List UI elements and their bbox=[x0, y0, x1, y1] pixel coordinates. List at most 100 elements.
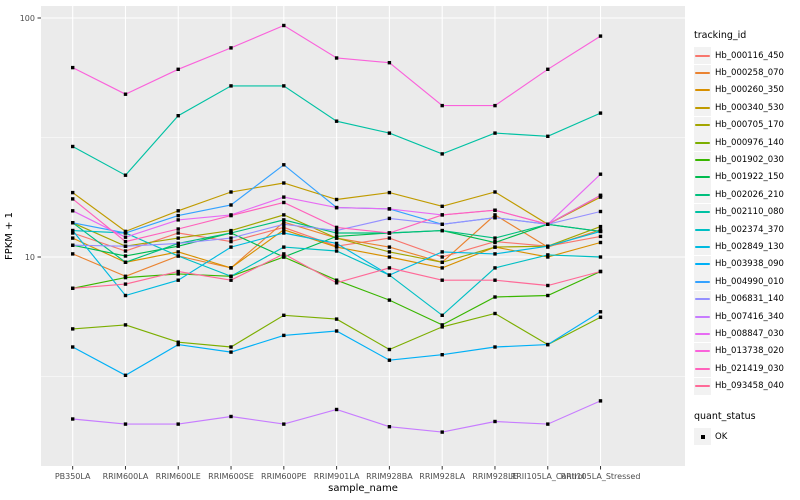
legend-swatch-line bbox=[695, 332, 710, 335]
legend-key bbox=[694, 64, 711, 82]
legend-key bbox=[694, 377, 711, 395]
data-point bbox=[229, 228, 233, 233]
x-tick-label: RRIM928BA bbox=[366, 472, 413, 481]
legend-swatch-line bbox=[695, 211, 710, 214]
legend-swatch-line bbox=[695, 159, 710, 162]
legend-key bbox=[694, 221, 711, 239]
legend-item-Hb_013738_020: Hb_013738_020 bbox=[694, 342, 800, 360]
legend-item-Hb_000260_350: Hb_000260_350 bbox=[694, 81, 800, 99]
legend-key bbox=[694, 360, 711, 378]
legend-item-Hb_000976_140: Hb_000976_140 bbox=[694, 134, 800, 152]
data-point bbox=[334, 249, 339, 253]
data-point bbox=[440, 103, 444, 108]
legend-key bbox=[694, 81, 711, 99]
legend-label: Hb_000976_140 bbox=[715, 137, 784, 148]
data-point bbox=[334, 205, 339, 210]
data-point bbox=[123, 422, 128, 426]
data-point bbox=[282, 255, 286, 259]
legend-key bbox=[694, 428, 711, 445]
data-point bbox=[334, 281, 339, 285]
data-point bbox=[598, 209, 603, 214]
data-point bbox=[71, 236, 75, 240]
data-point bbox=[123, 254, 128, 258]
data-point bbox=[598, 234, 603, 239]
data-point bbox=[387, 190, 392, 195]
legend-item-Hb_000340_530: Hb_000340_530 bbox=[694, 99, 800, 117]
data-point bbox=[176, 213, 180, 218]
data-point bbox=[176, 114, 180, 118]
legend-label: Hb_093458_040 bbox=[715, 381, 784, 392]
legend-swatch-line bbox=[695, 106, 710, 109]
data-point bbox=[282, 222, 286, 226]
data-point bbox=[440, 255, 444, 259]
legend-key bbox=[694, 325, 711, 343]
data-point bbox=[440, 278, 444, 282]
data-point bbox=[334, 245, 339, 249]
data-point bbox=[387, 273, 392, 277]
data-point bbox=[440, 152, 444, 156]
legend-item-Hb_002374_370: Hb_002374_370 bbox=[694, 221, 800, 239]
data-point bbox=[282, 252, 286, 256]
legend-items-tracking-id: Hb_000116_450 Hb_000258_070 Hb_000260_350 H… bbox=[694, 47, 800, 395]
legend-swatch-line bbox=[695, 141, 710, 144]
legend-item-Hb_008847_030: Hb_008847_030 bbox=[694, 325, 800, 343]
data-point bbox=[387, 250, 392, 254]
x-tick-label: RRII105LA_Control bbox=[511, 472, 585, 481]
data-point bbox=[229, 84, 233, 88]
legend-item-Hb_002110_080: Hb_002110_080 bbox=[694, 203, 800, 221]
data-point bbox=[229, 203, 233, 207]
data-point bbox=[282, 23, 286, 28]
legend-label: Hb_000116_450 bbox=[715, 50, 784, 61]
data-point bbox=[229, 46, 233, 50]
data-point bbox=[387, 358, 392, 362]
data-point bbox=[123, 323, 128, 327]
legend-item-Hb_007416_340: Hb_007416_340 bbox=[694, 308, 800, 326]
data-point bbox=[334, 225, 339, 230]
data-point bbox=[598, 399, 603, 403]
data-point bbox=[493, 236, 497, 240]
data-point bbox=[440, 228, 444, 233]
data-point bbox=[282, 225, 286, 230]
legend-key bbox=[694, 47, 711, 65]
data-point bbox=[440, 204, 444, 208]
data-point bbox=[176, 254, 180, 258]
legend-label: Hb_008847_030 bbox=[715, 328, 784, 339]
data-point bbox=[282, 231, 286, 235]
data-point bbox=[71, 252, 75, 256]
data-point bbox=[71, 197, 75, 201]
data-point bbox=[229, 231, 233, 235]
data-point bbox=[229, 245, 233, 249]
data-point bbox=[229, 274, 233, 278]
data-point bbox=[546, 293, 550, 298]
legend-label: Hb_002026_210 bbox=[715, 189, 784, 200]
data-point bbox=[493, 278, 497, 282]
data-point bbox=[71, 417, 75, 421]
legend-swatch-line bbox=[695, 193, 710, 196]
data-point bbox=[493, 245, 497, 249]
data-point bbox=[176, 67, 180, 71]
data-point bbox=[387, 216, 392, 221]
data-point bbox=[493, 419, 497, 424]
legend-label: Hb_001902_030 bbox=[715, 155, 784, 166]
data-point bbox=[387, 231, 392, 235]
legend-swatch-line bbox=[695, 263, 710, 266]
data-point bbox=[493, 240, 497, 245]
x-tick-label: RRIM928LE bbox=[472, 472, 517, 481]
x-tick-label: RRII105LA_Stressed bbox=[561, 472, 641, 481]
data-point bbox=[282, 195, 286, 199]
data-point bbox=[229, 345, 233, 349]
data-point bbox=[176, 250, 180, 254]
legend-swatch-line bbox=[695, 385, 710, 388]
legend-item-Hb_001922_150: Hb_001922_150 bbox=[694, 168, 800, 186]
legend-swatch-line bbox=[695, 72, 710, 75]
legend-item-Hb_004990_010: Hb_004990_010 bbox=[694, 273, 800, 291]
data-point bbox=[123, 231, 128, 235]
legend-label: Hb_004990_010 bbox=[715, 276, 784, 287]
legend-item-Hb_093458_040: Hb_093458_040 bbox=[694, 377, 800, 395]
data-point bbox=[176, 422, 180, 426]
data-point bbox=[334, 56, 339, 60]
legend-key bbox=[694, 290, 711, 308]
data-point bbox=[440, 250, 444, 254]
legend-item-Hb_021419_030: Hb_021419_030 bbox=[694, 360, 800, 378]
